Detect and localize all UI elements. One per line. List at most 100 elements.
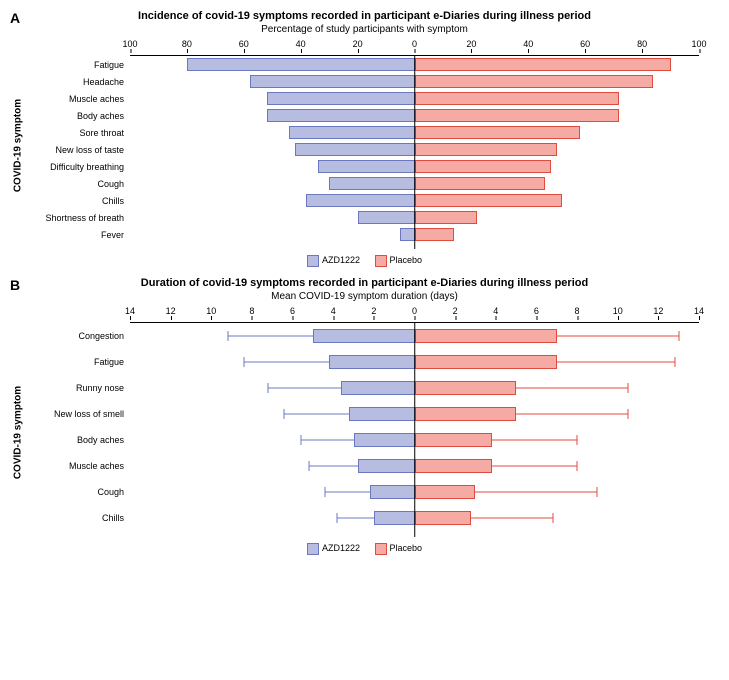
symptom-label: Fatigue [94, 60, 124, 70]
azd-bar [374, 511, 415, 525]
panel-b-y-axis-label: COVID-19 symptom [13, 386, 24, 479]
placebo-bar [415, 194, 563, 207]
azd-bar [358, 211, 415, 224]
axis-tick: 40 [523, 39, 533, 49]
placebo-bar [415, 177, 546, 190]
panel-a-title: Incidence of covid-19 symptoms recorded … [10, 10, 719, 22]
panel-b-axis: 141210864202468101214 [130, 306, 699, 323]
axis-tick: 2 [371, 306, 376, 316]
legend-azd: AZD1222 [307, 543, 360, 553]
azd-bar [250, 75, 415, 88]
panel-b: B Duration of covid-19 symptoms recorded… [10, 277, 719, 555]
placebo-bar [415, 92, 620, 105]
legend-azd: AZD1222 [307, 255, 360, 265]
placebo-bar [415, 329, 557, 343]
placebo-bar [415, 143, 557, 156]
azd-bar [318, 160, 415, 173]
azd-bar [329, 177, 414, 190]
legend-placebo: Placebo [375, 543, 423, 553]
panel-a-chart-area: 10080604020020406080100 FatigueHeadacheM… [130, 39, 699, 249]
placebo-bar [415, 381, 517, 395]
azd-bar [289, 126, 414, 139]
placebo-bar [415, 160, 552, 173]
axis-tick: 20 [353, 39, 363, 49]
axis-tick: 6 [290, 306, 295, 316]
symptom-label: Runny nose [76, 383, 124, 393]
azd-bar [329, 355, 414, 369]
placebo-bar [415, 58, 671, 71]
placebo-bar [415, 459, 492, 473]
symptom-label: Muscle aches [69, 94, 124, 104]
axis-tick: 0 [412, 39, 417, 49]
placebo-bar [415, 211, 478, 224]
symptom-label: Muscle aches [69, 461, 124, 471]
axis-tick: 60 [239, 39, 249, 49]
azd-bar [354, 433, 415, 447]
placebo-bar [415, 126, 580, 139]
placebo-bar [415, 511, 472, 525]
azd-bar [187, 58, 415, 71]
panel-b-subtitle: Mean COVID-19 symptom duration (days) [10, 291, 719, 302]
panel-b-rows: CongestionFatigueRunny noseNew loss of s… [130, 323, 699, 537]
axis-tick: 20 [466, 39, 476, 49]
axis-tick: 80 [182, 39, 192, 49]
panel-a-y-axis-label: COVID-19 symptom [13, 99, 24, 192]
legend-placebo: Placebo [375, 255, 423, 265]
symptom-label: Body aches [77, 435, 124, 445]
azd-bar [267, 109, 415, 122]
axis-tick: 12 [166, 306, 176, 316]
azd-bar [400, 228, 414, 241]
symptom-label: Chills [102, 196, 124, 206]
axis-tick: 60 [580, 39, 590, 49]
axis-tick: 10 [206, 306, 216, 316]
symptom-label: Cough [97, 487, 124, 497]
axis-tick: 2 [453, 306, 458, 316]
panel-a-subtitle: Percentage of study participants with sy… [10, 24, 719, 35]
axis-tick: 100 [691, 39, 706, 49]
azd-bar [306, 194, 414, 207]
azd-bar [295, 143, 414, 156]
axis-tick: 40 [296, 39, 306, 49]
symptom-label: New loss of taste [55, 145, 124, 155]
azd-bar [313, 329, 415, 343]
azd-bar [370, 485, 415, 499]
panel-a-axis: 10080604020020406080100 [130, 39, 699, 56]
axis-tick: 100 [122, 39, 137, 49]
symptom-label: Cough [97, 179, 124, 189]
placebo-bar [415, 228, 455, 241]
axis-tick: 6 [534, 306, 539, 316]
placebo-bar [415, 355, 557, 369]
axis-tick: 0 [412, 306, 417, 316]
axis-tick: 4 [331, 306, 336, 316]
axis-tick: 4 [493, 306, 498, 316]
placebo-bar [415, 407, 517, 421]
axis-tick: 14 [125, 306, 135, 316]
axis-tick: 12 [653, 306, 663, 316]
panel-a-legend: AZD1222 Placebo [10, 255, 719, 267]
center-line [414, 323, 416, 537]
symptom-label: Fever [101, 230, 124, 240]
panel-b-title: Duration of covid-19 symptoms recorded i… [10, 277, 719, 289]
placebo-bar [415, 433, 492, 447]
azd-bar [358, 459, 415, 473]
symptom-label: Congestion [78, 331, 124, 341]
axis-tick: 80 [637, 39, 647, 49]
panel-b-label: B [10, 277, 20, 293]
azd-bar [267, 92, 415, 105]
panel-b-legend: AZD1222 Placebo [10, 543, 719, 555]
axis-tick: 14 [694, 306, 704, 316]
panel-a: A Incidence of covid-19 symptoms recorde… [10, 10, 719, 267]
azd-bar [341, 381, 414, 395]
azd-bar [349, 407, 414, 421]
panel-b-chart-area: 141210864202468101214 CongestionFatigueR… [130, 306, 699, 537]
symptom-label: Shortness of breath [45, 213, 124, 223]
symptom-label: Difficulty breathing [50, 162, 124, 172]
panel-a-label: A [10, 10, 20, 26]
symptom-label: Chills [102, 513, 124, 523]
axis-tick: 8 [249, 306, 254, 316]
placebo-bar [415, 75, 654, 88]
panel-a-rows: FatigueHeadacheMuscle achesBody achesSor… [130, 56, 699, 249]
symptom-label: Body aches [77, 111, 124, 121]
placebo-bar [415, 485, 476, 499]
axis-tick: 10 [613, 306, 623, 316]
